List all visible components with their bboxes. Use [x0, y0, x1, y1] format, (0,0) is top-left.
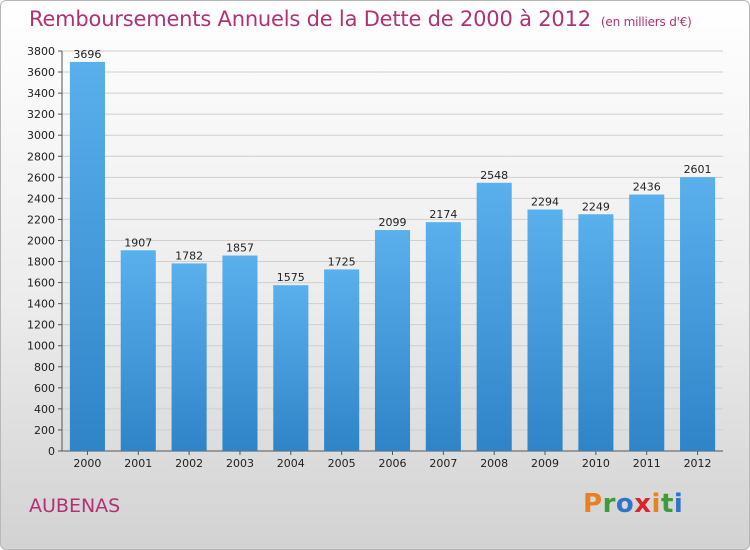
bar: [69, 61, 105, 452]
y-tick-label: 200: [34, 424, 55, 437]
y-tick-label: 2200: [27, 213, 55, 226]
y-tick-label: 400: [34, 403, 55, 416]
bar-value-label: 1725: [328, 255, 356, 268]
bar-value-label: 1575: [277, 271, 305, 284]
bar: [629, 194, 665, 451]
x-tick-label: 2001: [124, 457, 152, 470]
logo-letter: i: [651, 489, 661, 519]
y-tick-label: 2000: [27, 234, 55, 247]
bar-value-label: 2294: [531, 196, 559, 209]
x-tick-label: 2008: [480, 457, 508, 470]
x-tick-label: 2007: [429, 457, 457, 470]
bar: [374, 230, 411, 451]
logo-letter: r: [602, 489, 616, 519]
proxiti-logo[interactable]: Proxiti: [583, 489, 683, 519]
y-tick-label: 1200: [27, 319, 55, 332]
bar-value-label: 1907: [124, 236, 152, 249]
bar: [324, 269, 360, 451]
x-tick-label: 2003: [226, 457, 254, 470]
bar: [527, 209, 563, 451]
y-tick-label: 800: [34, 361, 55, 374]
y-tick-label: 1600: [27, 277, 55, 290]
bar: [476, 182, 512, 451]
y-tick-label: 3200: [27, 108, 55, 121]
y-tick-label: 1800: [27, 256, 55, 269]
x-tick-label: 2012: [684, 457, 712, 470]
bar-value-label: 1782: [175, 249, 203, 262]
y-tick-label: 1400: [27, 298, 55, 311]
bar-value-label: 1857: [226, 242, 254, 255]
city-name: AUBENAS: [29, 495, 121, 517]
y-tick-label: 2400: [27, 192, 55, 205]
x-tick-label: 2005: [328, 457, 356, 470]
x-tick-label: 2006: [379, 457, 407, 470]
bar: [680, 177, 716, 452]
y-tick-label: 3800: [27, 45, 55, 58]
logo-letter: P: [583, 489, 603, 519]
title-text: Remboursements Annuels de la Dette de 20…: [29, 7, 591, 31]
bar-value-label: 2099: [379, 216, 407, 229]
logo-letter: t: [660, 489, 674, 519]
bar-value-label: 2249: [582, 200, 610, 213]
bar: [222, 255, 258, 451]
bars: [69, 61, 716, 452]
x-tick-label: 2011: [633, 457, 661, 470]
bar: [578, 214, 614, 451]
y-tick-label: 1000: [27, 340, 55, 353]
x-tick-label: 2000: [73, 457, 101, 470]
bar: [120, 250, 156, 451]
x-tick-label: 2004: [277, 457, 305, 470]
y-tick-label: 3600: [27, 66, 55, 79]
y-tick-label: 2600: [27, 171, 55, 184]
x-tick-label: 2009: [531, 457, 559, 470]
bar: [425, 222, 461, 451]
bar-value-label: 2601: [684, 163, 712, 176]
bar-value-label: 3696: [73, 48, 101, 61]
logo-letter: i: [673, 489, 684, 519]
chart-title: Remboursements Annuels de la Dette de 20…: [29, 7, 692, 31]
chart-subtitle: (en milliers d'€): [600, 15, 692, 29]
y-tick-label: 600: [34, 382, 55, 395]
bar: [273, 285, 309, 451]
y-tick-label: 3400: [27, 87, 55, 100]
bar-value-label: 2174: [429, 208, 457, 221]
bar-value-label: 2436: [633, 181, 661, 194]
labels: 3696 2000 1907 2001 1782 2002 1857 2003 1575 2004…: [73, 48, 711, 470]
logo-letter: x: [634, 489, 652, 519]
logo-letter: o: [615, 489, 635, 519]
y-tick-label: 2800: [27, 150, 55, 163]
x-tick-label: 2002: [175, 457, 203, 470]
x-tick-label: 2010: [582, 457, 610, 470]
bar: [171, 263, 207, 451]
bar-value-label: 2548: [480, 169, 508, 182]
y-tick-label: 3000: [27, 129, 55, 142]
y-tick-label: 0: [48, 445, 55, 458]
